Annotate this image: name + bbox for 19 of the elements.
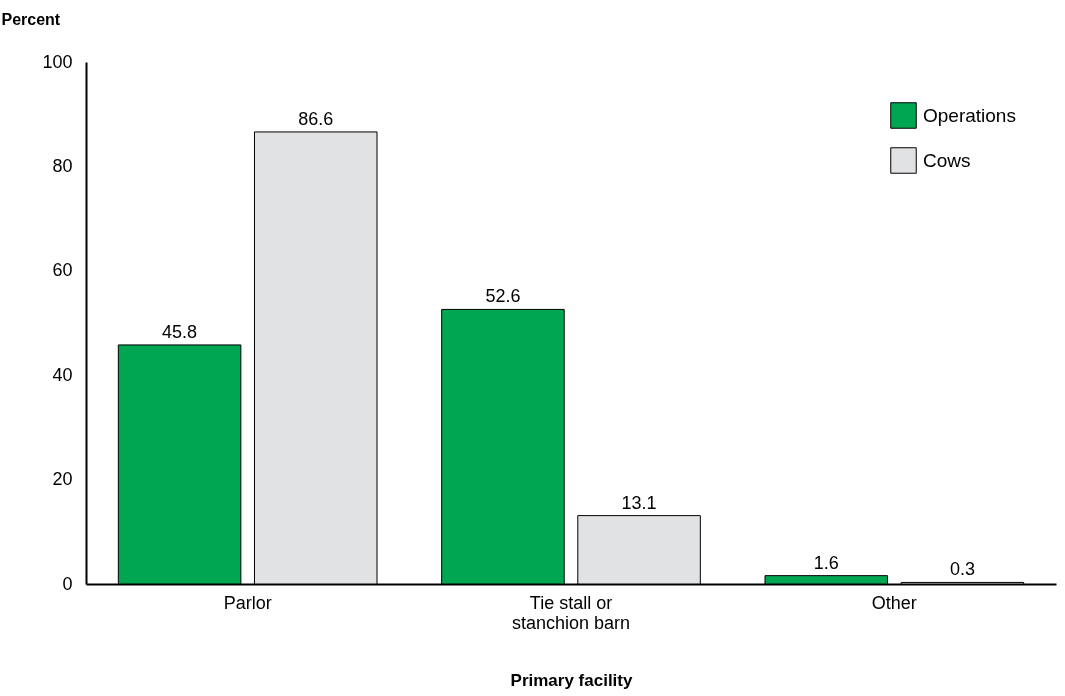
y-tick-label: 40	[52, 364, 73, 385]
legend-label: Cows	[923, 149, 971, 171]
x-tick-label: Parlor	[223, 592, 272, 613]
y-tick-label: 20	[52, 469, 73, 490]
data-label: 52.6	[485, 286, 521, 307]
data-label: 86.6	[298, 108, 334, 129]
y-tick-label: 100	[42, 51, 73, 72]
data-label: 13.1	[621, 492, 657, 513]
x-tick-label: Tie stall or stanchion barn	[511, 592, 631, 633]
data-label: 45.8	[162, 321, 198, 342]
x-tick-label: Other	[871, 592, 917, 613]
y-axis-title: Percent	[1, 10, 61, 28]
y-tick-label: 0	[62, 573, 73, 594]
y-tick-label: 60	[52, 260, 73, 281]
data-label: 1.6	[813, 552, 839, 573]
legend-label: Operations	[923, 104, 1016, 126]
y-tick-label: 80	[52, 155, 73, 176]
x-axis-title: Primary facility	[510, 670, 633, 690]
data-label: 0.3	[949, 559, 975, 580]
